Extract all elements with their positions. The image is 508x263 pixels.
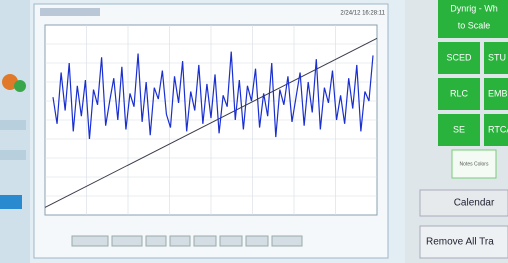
page: 2/24/12 16:28:11 Dynrig - Wh to Scale SC… [0, 0, 508, 263]
panel-button-label: EMB [488, 88, 508, 98]
icon [14, 80, 26, 92]
panel-button-label: RLC [450, 88, 469, 98]
list-item [0, 195, 22, 209]
list-item [0, 150, 26, 160]
button[interactable] [72, 236, 108, 246]
note: Notes Colors [460, 161, 489, 167]
calendar-label: Calendar [454, 198, 495, 209]
screen: 2/24/12 16:28:11 Dynrig - Wh to Scale SC… [0, 0, 508, 263]
button[interactable] [146, 236, 166, 246]
button[interactable] [194, 236, 216, 246]
button[interactable] [246, 236, 268, 246]
panel-title: Dynrig - Wh [450, 3, 498, 13]
panel-button-label: SE [453, 124, 465, 134]
timestamp: 2/24/12 16:28:11 [340, 11, 385, 17]
toolbar [72, 236, 302, 246]
panel-button-label: RTCA [488, 124, 508, 134]
list-item [0, 120, 26, 130]
button[interactable] [112, 236, 142, 246]
remove-label: Remove All Tra [426, 237, 494, 248]
panel-subtitle: to Scale [458, 20, 491, 30]
panel-button-label: STU [488, 52, 506, 62]
panel-button-label: SCED [446, 52, 472, 62]
left-strip [0, 0, 30, 263]
button[interactable] [220, 236, 242, 246]
button[interactable] [272, 236, 302, 246]
button-grid: SCED STU RLC EMB SE RTCA [438, 42, 508, 146]
button[interactable] [170, 236, 190, 246]
window-title [40, 8, 100, 16]
